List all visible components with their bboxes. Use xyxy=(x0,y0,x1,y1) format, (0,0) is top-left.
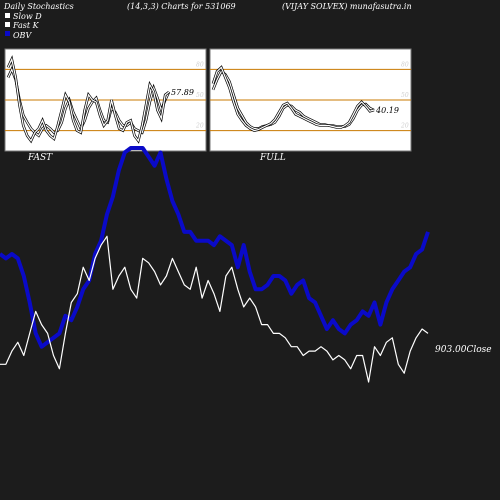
series-line-1 xyxy=(7,57,170,143)
fast-stochastic-panel: 80 50 20 57.89 xyxy=(4,48,207,152)
tick-label-50: 50 xyxy=(196,92,204,99)
legend: Slow D Fast K OBV xyxy=(5,12,42,40)
chart-params: (14,3,3) Charts for 531069 xyxy=(127,2,236,11)
fast-panel-label: FAST xyxy=(27,153,53,163)
current-value-label: 40.19 xyxy=(375,106,399,115)
price-line xyxy=(0,235,429,383)
legend-label-fast-k: Fast K xyxy=(12,21,40,30)
tick-label-50: 50 xyxy=(401,92,409,99)
chart-title: Daily Stochastics xyxy=(3,2,74,11)
full-stochastic-panel: 80 50 20 40.19 xyxy=(209,48,412,152)
legend-swatch-slow-d xyxy=(5,13,10,18)
obv-line xyxy=(0,146,430,349)
company-name: (VIJAY SOLVEX) munafasutra.in xyxy=(282,2,412,11)
close-price-label: 903.00Close xyxy=(435,345,492,355)
legend-label-obv: OBV xyxy=(13,31,32,40)
series-line-1 xyxy=(212,66,375,132)
tick-label-80: 80 xyxy=(401,61,409,68)
legend-swatch-fast-k xyxy=(5,22,10,27)
tick-label-80: 80 xyxy=(196,61,204,68)
current-value-label: 57.89 xyxy=(171,88,194,97)
legend-label-slow-d: Slow D xyxy=(13,12,42,21)
legend-swatch-obv xyxy=(5,31,10,36)
price-obv-chart xyxy=(0,146,430,383)
tick-label-20: 20 xyxy=(195,123,204,130)
tick-label-20: 20 xyxy=(400,123,409,130)
full-panel-label: FULL xyxy=(259,153,286,163)
